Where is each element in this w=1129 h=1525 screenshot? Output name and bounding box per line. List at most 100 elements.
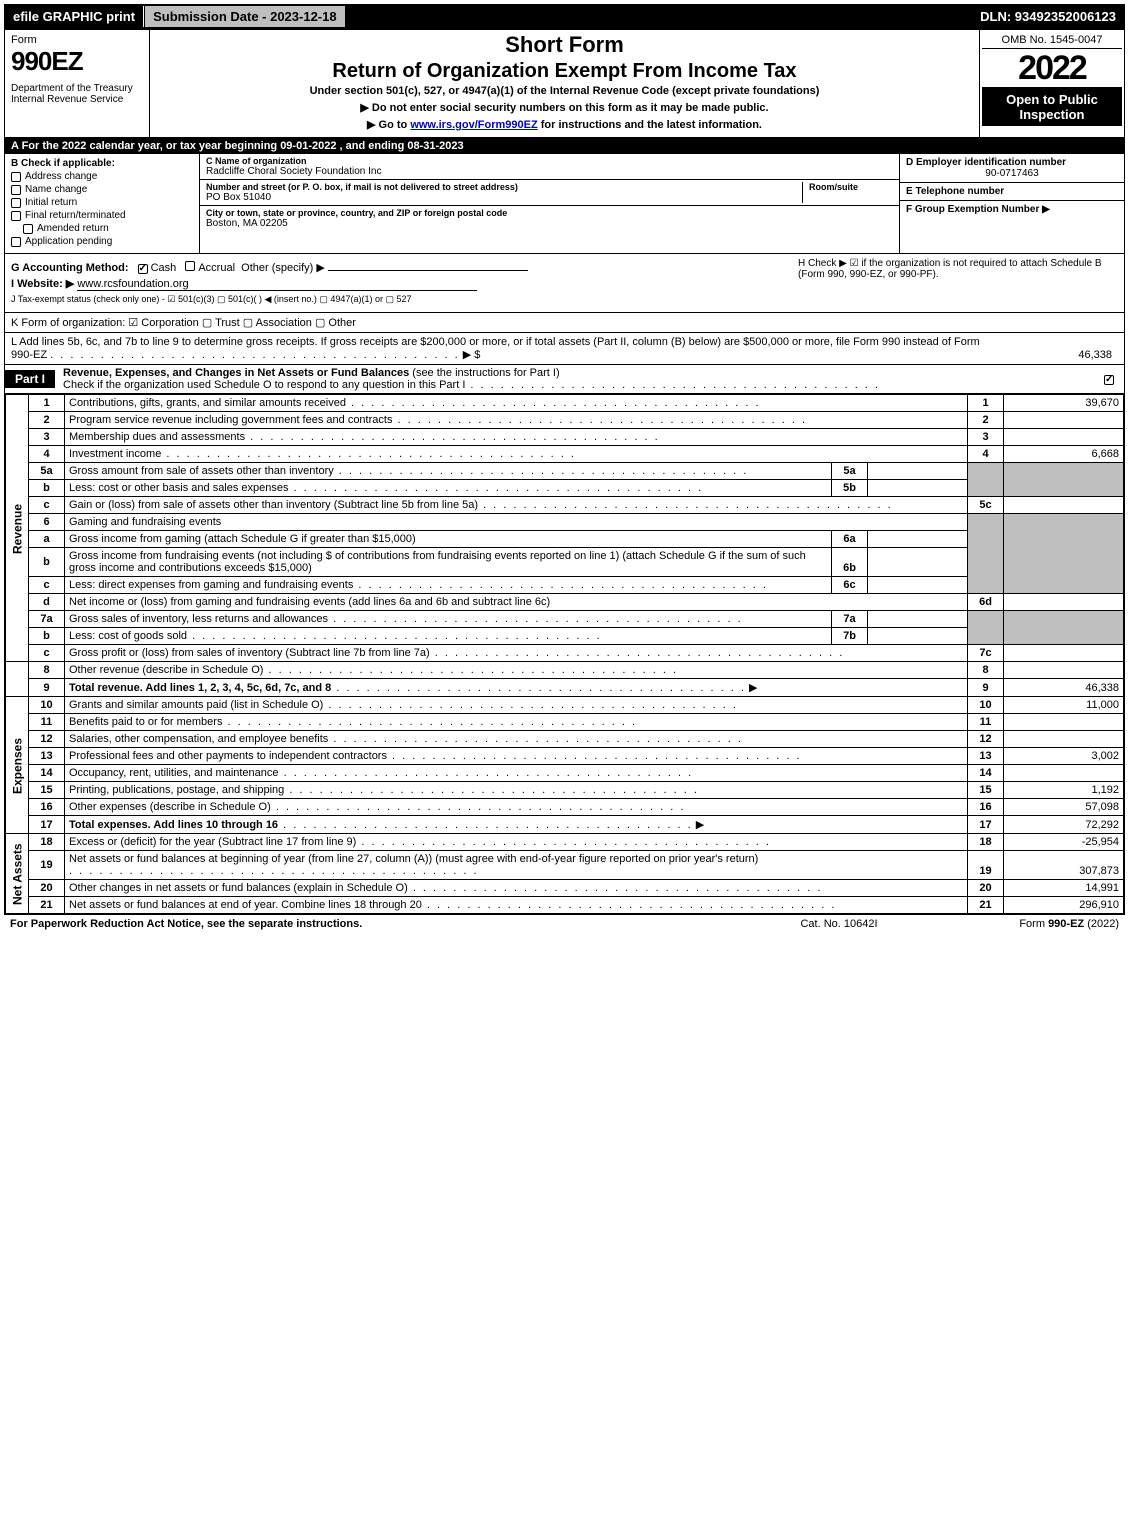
street-label: Number and street (or P. O. box, if mail… [206, 182, 796, 192]
row-l: L Add lines 5b, 6c, and 7b to line 9 to … [5, 333, 1124, 365]
l12-rn: 12 [968, 731, 1004, 748]
chk-final-label: Final return/terminated [25, 210, 126, 221]
l20-desc: Other changes in net assets or fund bala… [69, 882, 408, 894]
l7-shade [968, 611, 1004, 645]
revenue-side-label: Revenue [6, 395, 29, 662]
l16-val: 57,098 [1004, 799, 1124, 816]
l18-rn: 18 [968, 834, 1004, 851]
l16-num: 16 [29, 799, 65, 816]
chk-name[interactable] [11, 185, 21, 195]
l9-desc: Total revenue. Add lines 1, 2, 3, 4, 5c,… [69, 682, 331, 694]
l13-desc: Professional fees and other payments to … [69, 750, 387, 762]
l6c-iv [868, 577, 968, 594]
l2-val [1004, 412, 1124, 429]
l5c-desc: Gain or (loss) from sale of assets other… [69, 499, 478, 511]
footer-left: For Paperwork Reduction Act Notice, see … [10, 918, 739, 930]
l1-num: 1 [29, 395, 65, 412]
section-bcd: B Check if applicable: Address change Na… [5, 154, 1124, 254]
part1-table: Revenue 1 Contributions, gifts, grants, … [5, 394, 1124, 914]
other-field[interactable] [328, 270, 528, 271]
l2-desc: Program service revenue including govern… [69, 414, 392, 426]
l6b-iv [868, 548, 968, 577]
chk-initial-label: Initial return [25, 197, 77, 208]
l4-val: 6,668 [1004, 446, 1124, 463]
l5c-num: c [29, 497, 65, 514]
l6d-desc: Net income or (loss) from gaming and fun… [69, 596, 550, 608]
l7-shade-v [1004, 611, 1124, 645]
l11-num: 11 [29, 714, 65, 731]
l13-num: 13 [29, 748, 65, 765]
row-g: G Accounting Method: Cash Accrual Other … [11, 261, 768, 274]
efile-label: efile GRAPHIC print [5, 6, 144, 27]
top-bar: efile GRAPHIC print Submission Date - 20… [4, 4, 1125, 29]
city-label: City or town, state or province, country… [206, 208, 893, 218]
l5ab-shade-v [1004, 463, 1124, 497]
l3-val [1004, 429, 1124, 446]
l20-rn: 20 [968, 880, 1004, 897]
chk-cash[interactable] [138, 264, 148, 274]
l7b-num: b [29, 628, 65, 645]
l19-num: 19 [29, 851, 65, 880]
notice-2-post: for instructions and the latest informat… [538, 119, 762, 131]
part1-chk[interactable] [1104, 375, 1114, 385]
chk-initial[interactable] [11, 198, 21, 208]
l2-num: 2 [29, 412, 65, 429]
l18-num: 18 [29, 834, 65, 851]
l10-desc: Grants and similar amounts paid (list in… [69, 699, 323, 711]
chk-accrual[interactable] [185, 261, 195, 271]
chk-pending[interactable] [11, 237, 21, 247]
l5b-in: 5b [832, 480, 868, 497]
tel-label: E Telephone number [906, 186, 1118, 197]
footer-right-bold: 990-EZ [1048, 918, 1084, 930]
l6c-in: 6c [832, 577, 868, 594]
l6a-iv [868, 531, 968, 548]
l6-desc: Gaming and fundraising events [69, 516, 221, 528]
l7c-desc: Gross profit or (loss) from sales of inv… [69, 647, 430, 659]
row-i: I Website: ▶ www.rcsfoundation.org [11, 277, 768, 291]
l8-desc: Other revenue (describe in Schedule O) [69, 664, 263, 676]
part1-title: Revenue, Expenses, and Changes in Net As… [63, 365, 1094, 393]
chk-address[interactable] [11, 172, 21, 182]
footer-right-pre: Form [1019, 918, 1048, 930]
l3-rn: 3 [968, 429, 1004, 446]
l1-rn: 1 [968, 395, 1004, 412]
part1-title-sub: (see the instructions for Part I) [409, 367, 559, 379]
l4-rn: 4 [968, 446, 1004, 463]
title-short: Short Form [156, 32, 973, 58]
l13-val: 3,002 [1004, 748, 1124, 765]
l5a-in: 5a [832, 463, 868, 480]
netassets-side-label: Net Assets [6, 834, 29, 914]
l7c-num: c [29, 645, 65, 662]
l5c-val [1004, 497, 1124, 514]
l2-rn: 2 [968, 412, 1004, 429]
l3-desc: Membership dues and assessments [69, 431, 245, 443]
l10-num: 10 [29, 697, 65, 714]
form-header: Form 990EZ Department of the Treasury In… [5, 30, 1124, 138]
irs-link[interactable]: www.irs.gov/Form990EZ [410, 119, 537, 131]
col-d: D Employer identification number 90-0717… [899, 154, 1124, 253]
expenses-side-label: Expenses [6, 697, 29, 834]
header-right: OMB No. 1545-0047 2022 Open to Public In… [979, 30, 1124, 137]
l5b-desc: Less: cost or other basis and sales expe… [69, 482, 289, 494]
inspection-label: Open to Public Inspection [982, 88, 1122, 126]
l6-num: 6 [29, 514, 65, 531]
l4-desc: Investment income [69, 448, 161, 460]
l7b-iv [868, 628, 968, 645]
footer-mid: Cat. No. 10642I [739, 918, 939, 930]
l12-desc: Salaries, other compensation, and employ… [69, 733, 328, 745]
l21-num: 21 [29, 897, 65, 914]
chk-final[interactable] [11, 211, 21, 221]
l18-val: -25,954 [1004, 834, 1124, 851]
notice-1: ▶ Do not enter social security numbers o… [156, 101, 973, 114]
l17-desc: Total expenses. Add lines 10 through 16 [69, 819, 278, 831]
l7b-in: 7b [832, 628, 868, 645]
part1-tag: Part I [5, 370, 55, 388]
l17-arrow: ▶ [696, 819, 704, 831]
chk-amended[interactable] [23, 224, 33, 234]
grp-label: F Group Exemption Number ▶ [906, 204, 1118, 215]
row-l-arrow: ▶ $ [463, 349, 481, 361]
part1-title-text: Revenue, Expenses, and Changes in Net As… [63, 367, 409, 379]
l8-rn: 8 [968, 662, 1004, 679]
l5b-num: b [29, 480, 65, 497]
dln-label: DLN: 93492352006123 [972, 6, 1124, 27]
